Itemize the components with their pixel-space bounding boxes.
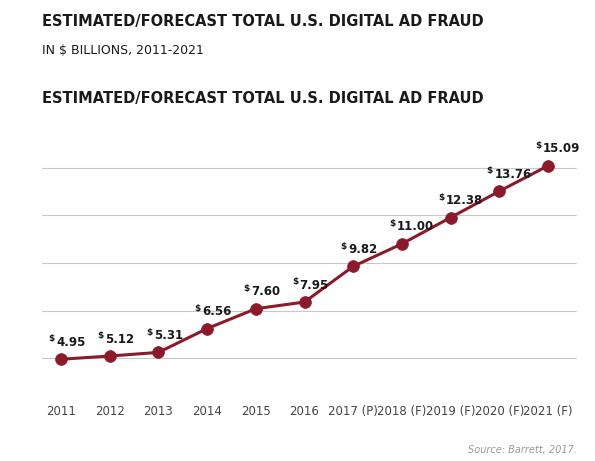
Text: $: $ <box>438 193 444 202</box>
Text: ESTIMATED/FORECAST TOTAL U.S. DIGITAL AD FRAUD: ESTIMATED/FORECAST TOTAL U.S. DIGITAL AD… <box>42 91 483 106</box>
Text: 4.95: 4.95 <box>57 336 86 349</box>
Text: $: $ <box>389 219 396 228</box>
Text: 12.38: 12.38 <box>446 194 483 207</box>
Text: 5.31: 5.31 <box>154 329 183 342</box>
Text: $: $ <box>536 141 541 150</box>
Text: $: $ <box>243 284 249 293</box>
Text: Source: Barrett, 2017.: Source: Barrett, 2017. <box>468 445 577 455</box>
Text: $: $ <box>97 331 104 340</box>
Text: $: $ <box>49 334 55 343</box>
Text: $: $ <box>487 166 493 175</box>
Text: 7.95: 7.95 <box>300 278 329 291</box>
Text: 13.76: 13.76 <box>494 168 532 181</box>
Text: IN $ BILLIONS, 2011-2021: IN $ BILLIONS, 2011-2021 <box>42 44 203 57</box>
Text: 7.60: 7.60 <box>251 285 280 298</box>
Text: 9.82: 9.82 <box>348 243 378 256</box>
Text: 5.12: 5.12 <box>105 332 134 346</box>
Text: $: $ <box>146 328 152 337</box>
Text: ESTIMATED/FORECAST TOTAL U.S. DIGITAL AD FRAUD: ESTIMATED/FORECAST TOTAL U.S. DIGITAL AD… <box>42 14 483 29</box>
Text: $: $ <box>195 304 201 313</box>
Text: 15.09: 15.09 <box>543 142 581 155</box>
Text: 6.56: 6.56 <box>202 305 231 318</box>
Text: 11.00: 11.00 <box>397 220 434 233</box>
Text: $: $ <box>340 242 347 250</box>
Text: $: $ <box>292 277 298 286</box>
